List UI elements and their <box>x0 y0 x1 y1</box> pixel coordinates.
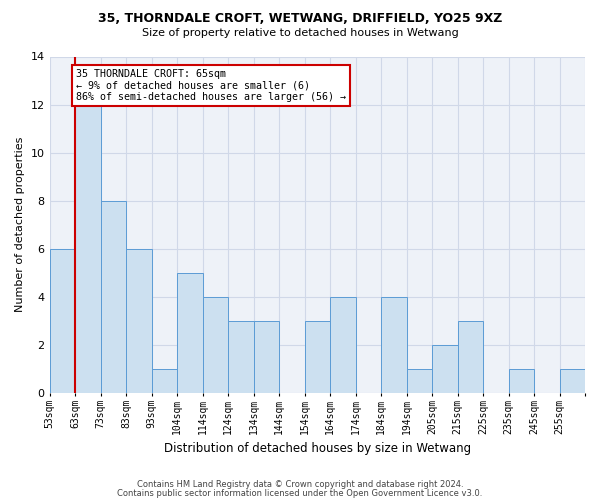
X-axis label: Distribution of detached houses by size in Wetwang: Distribution of detached houses by size … <box>164 442 471 455</box>
Bar <box>381 297 407 393</box>
Bar <box>152 369 177 393</box>
Bar <box>75 104 101 393</box>
Bar <box>407 369 432 393</box>
Y-axis label: Number of detached properties: Number of detached properties <box>15 137 25 312</box>
Bar <box>177 272 203 393</box>
Text: 35 THORNDALE CROFT: 65sqm
← 9% of detached houses are smaller (6)
86% of semi-de: 35 THORNDALE CROFT: 65sqm ← 9% of detach… <box>76 68 346 102</box>
Text: Contains HM Land Registry data © Crown copyright and database right 2024.: Contains HM Land Registry data © Crown c… <box>137 480 463 489</box>
Bar <box>126 248 152 393</box>
Bar <box>101 200 126 393</box>
Bar <box>509 369 534 393</box>
Text: Size of property relative to detached houses in Wetwang: Size of property relative to detached ho… <box>142 28 458 38</box>
Bar <box>203 297 228 393</box>
Text: 35, THORNDALE CROFT, WETWANG, DRIFFIELD, YO25 9XZ: 35, THORNDALE CROFT, WETWANG, DRIFFIELD,… <box>98 12 502 26</box>
Bar <box>254 321 279 393</box>
Text: Contains public sector information licensed under the Open Government Licence v3: Contains public sector information licen… <box>118 490 482 498</box>
Bar <box>330 297 356 393</box>
Bar <box>432 345 458 393</box>
Bar <box>458 321 483 393</box>
Bar <box>228 321 254 393</box>
Bar <box>560 369 585 393</box>
Bar <box>305 321 330 393</box>
Bar <box>50 248 75 393</box>
